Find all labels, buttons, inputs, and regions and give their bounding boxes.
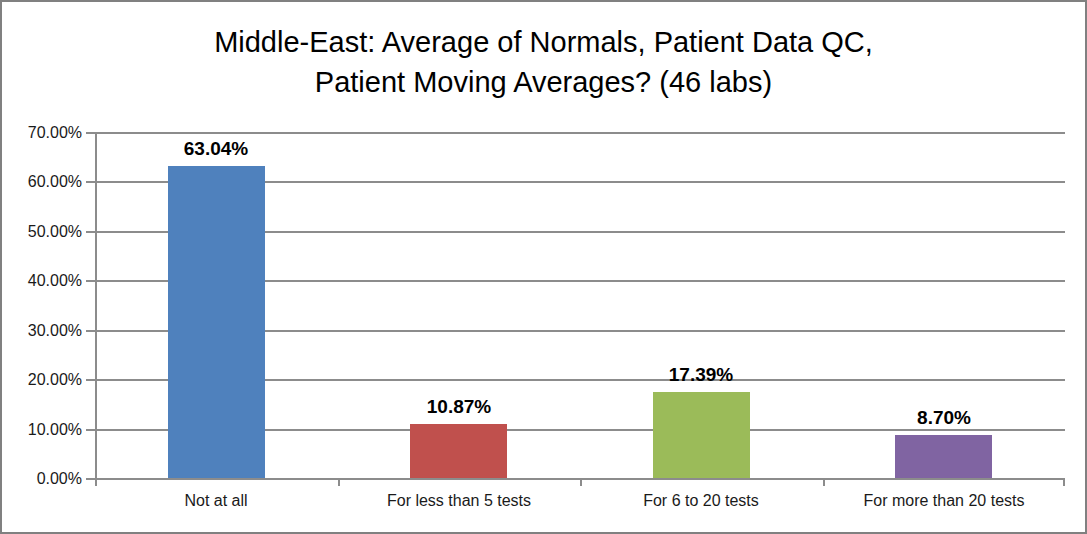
y-axis-tick-label: 20.00% <box>2 371 82 389</box>
bar-for-less-than-5-tests <box>410 424 507 478</box>
y-axis-tick <box>86 330 95 332</box>
y-axis-tick-label: 40.00% <box>2 272 82 290</box>
y-axis-tick <box>86 429 95 431</box>
x-axis-tick <box>823 478 825 486</box>
x-axis-category-label: For 6 to 20 tests <box>580 491 822 510</box>
y-axis-tick-label: 10.00% <box>2 421 82 439</box>
bar-not-at-all <box>168 166 265 478</box>
plot-area: 63.04% 10.87% 17.39% 8.70% <box>95 132 1065 480</box>
x-axis-category-label: For more than 20 tests <box>823 491 1065 510</box>
bar-for-6-to-20-tests <box>653 392 750 478</box>
x-axis-tick <box>580 478 582 486</box>
x-axis-tick <box>95 478 97 486</box>
x-axis-tick <box>338 478 340 486</box>
gridline <box>95 132 1065 134</box>
y-axis-tick <box>86 231 95 233</box>
y-axis-tick-label: 50.00% <box>2 223 82 241</box>
y-axis-tick-label: 60.00% <box>2 173 82 191</box>
y-axis-tick-label: 0.00% <box>2 470 82 488</box>
x-axis-category-label: Not at all <box>95 491 337 510</box>
y-axis-tick <box>86 181 95 183</box>
bar-for-more-than-20-tests <box>895 435 992 478</box>
bar-value-label: 63.04% <box>116 138 316 160</box>
y-axis-tick <box>86 478 95 480</box>
y-axis-tick-label: 30.00% <box>2 322 82 340</box>
y-axis-tick <box>86 280 95 282</box>
x-axis-category-label: For less than 5 tests <box>338 491 580 510</box>
x-axis-tick <box>1063 478 1065 486</box>
bar-value-label: 8.70% <box>844 407 1044 429</box>
chart-title: Middle-East: Average of Normals, Patient… <box>2 22 1085 102</box>
y-axis-line <box>95 132 97 480</box>
y-axis-tick <box>86 132 95 134</box>
y-axis-tick-label: 70.00% <box>2 124 82 142</box>
y-axis-tick <box>86 379 95 381</box>
bar-value-label: 17.39% <box>601 364 801 386</box>
bar-value-label: 10.87% <box>359 396 559 418</box>
chart-frame: Middle-East: Average of Normals, Patient… <box>0 0 1087 534</box>
